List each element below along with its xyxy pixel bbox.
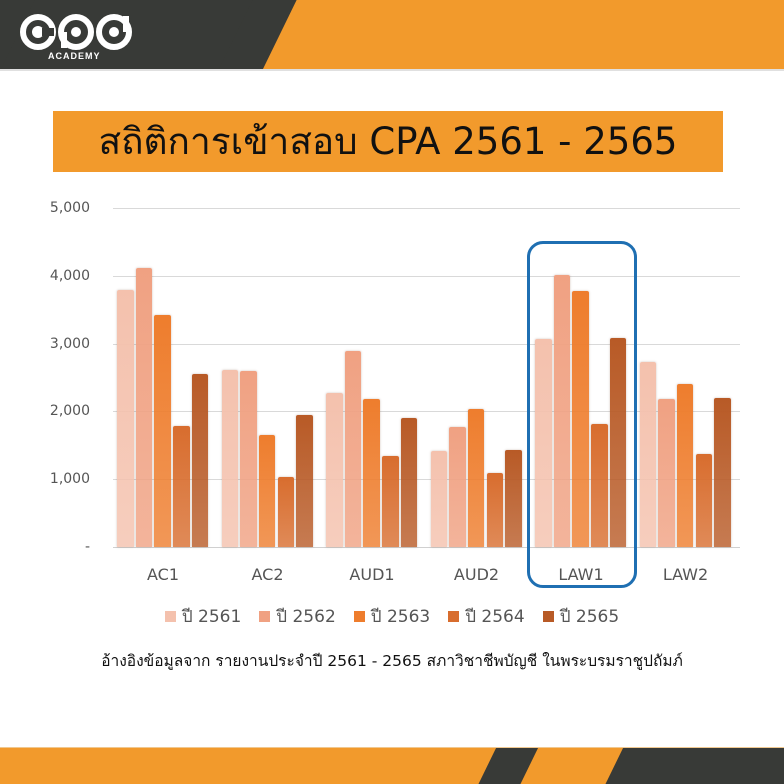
y-axis-tick: 4,000 [49,267,90,284]
legend-swatch-icon [164,611,176,622]
legend-item: ปี 2564 [448,603,525,630]
y-axis-tick: 3,000 [49,335,90,352]
top-banner: ACADEMY [0,0,784,71]
legend-item: ปี 2565 [542,603,620,630]
legend-item: ปี 2563 [353,603,431,630]
y-axis-tick: - [84,539,90,555]
bottom-banner [0,747,784,784]
y-axis-tick: 1,000 [49,471,90,488]
bar-ac2-ปี-2563 [258,435,276,547]
cpd-logo-icon [20,14,132,50]
bar-law1-ปี-2563 [572,290,589,547]
gridline [113,343,740,345]
page-title: สถิติการเข้าสอบ CPA 2561 - 2565 [98,120,678,163]
brand-logo: ACADEMY [20,14,132,62]
bar-aud2-ปี-2564 [486,473,504,547]
highlight-box-law1 [527,241,637,588]
bar-aud1-ปี-2564 [382,456,399,547]
bar-ac1-ปี-2561 [117,290,134,547]
x-axis-label: AC2 [251,565,284,584]
bar-law2-ปี-2561 [639,361,656,547]
x-axis-label: LAW2 [662,565,709,584]
chart-legend: ปี 2561 ปี 2562 ปี 2563 ปี 2564 ปี 2565 [0,603,784,630]
bar-ac2-ปี-2564 [277,477,295,547]
legend-label: ปี 2561 [181,607,242,627]
legend-swatch-icon [448,611,460,622]
y-axis-tick: 2,000 [49,403,90,420]
bar-ac1-ปี-2562 [135,267,153,547]
bar-law1-ปี-2565 [609,338,627,547]
source-footnote: อ้างอิงข้อมูลจาก รายงานประจำปี 2561 - 25… [101,652,683,670]
bar-law2-ปี-2565 [714,397,731,547]
legend-swatch-icon [542,611,554,622]
x-axis-label: AUD1 [349,565,395,584]
bar-law1-ปี-2564 [591,424,608,547]
bar-aud2-ปี-2563 [467,408,485,547]
bar-aud1-ปี-2565 [400,418,418,547]
bar-ac2-ปี-2565 [296,415,313,547]
legend-swatch-icon [353,611,365,622]
legend-swatch-icon [259,611,271,622]
x-axis-line [113,547,740,548]
bar-aud1-ปี-2563 [363,399,380,547]
legend-label: ปี 2565 [559,607,620,627]
title-banner: สถิติการเข้าสอบ CPA 2561 - 2565 [53,111,723,172]
bar-law1-ปี-2562 [553,275,571,547]
x-axis-label: AUD2 [453,565,500,584]
logo-subtext: ACADEMY [48,51,101,61]
bar-law1-ปี-2561 [535,338,552,547]
bar-aud1-ปี-2561 [326,393,343,547]
banner-dark-block [605,748,784,784]
bar-aud2-ปี-2565 [505,450,522,547]
bar-chart: - 1,000 2,000 3,000 4,000 5,000 AC1 AC2 AUD1 AUD2… [0,190,784,630]
gridline [113,275,740,277]
bar-ac1-ปี-2564 [173,426,190,547]
gridline [113,479,740,481]
gridline [113,411,740,413]
bar-ac1-ปี-2565 [191,374,209,547]
x-axis-label: LAW1 [558,565,604,584]
x-axis-label: AC1 [146,565,179,584]
legend-label: ปี 2563 [370,607,431,627]
gridline [113,208,740,209]
bar-aud2-ปี-2561 [430,451,447,547]
bar-law2-ปี-2564 [695,454,713,547]
bar-ac2-ปี-2562 [240,370,257,547]
legend-label: ปี 2564 [465,607,525,627]
bar-aud2-ปี-2562 [449,426,466,547]
bar-law2-ปี-2563 [676,384,694,547]
bar-ac1-ปี-2563 [154,315,171,547]
bar-ac2-ปี-2561 [221,370,238,547]
legend-label: ปี 2562 [276,607,336,627]
y-axis-tick: 5,000 [49,200,90,216]
banner-dark-stripe [478,748,539,784]
bar-aud1-ปี-2562 [344,351,362,547]
legend-item: ปี 2561 [164,603,242,630]
bar-law2-ปี-2562 [658,399,675,547]
legend-item: ปี 2562 [259,603,336,630]
